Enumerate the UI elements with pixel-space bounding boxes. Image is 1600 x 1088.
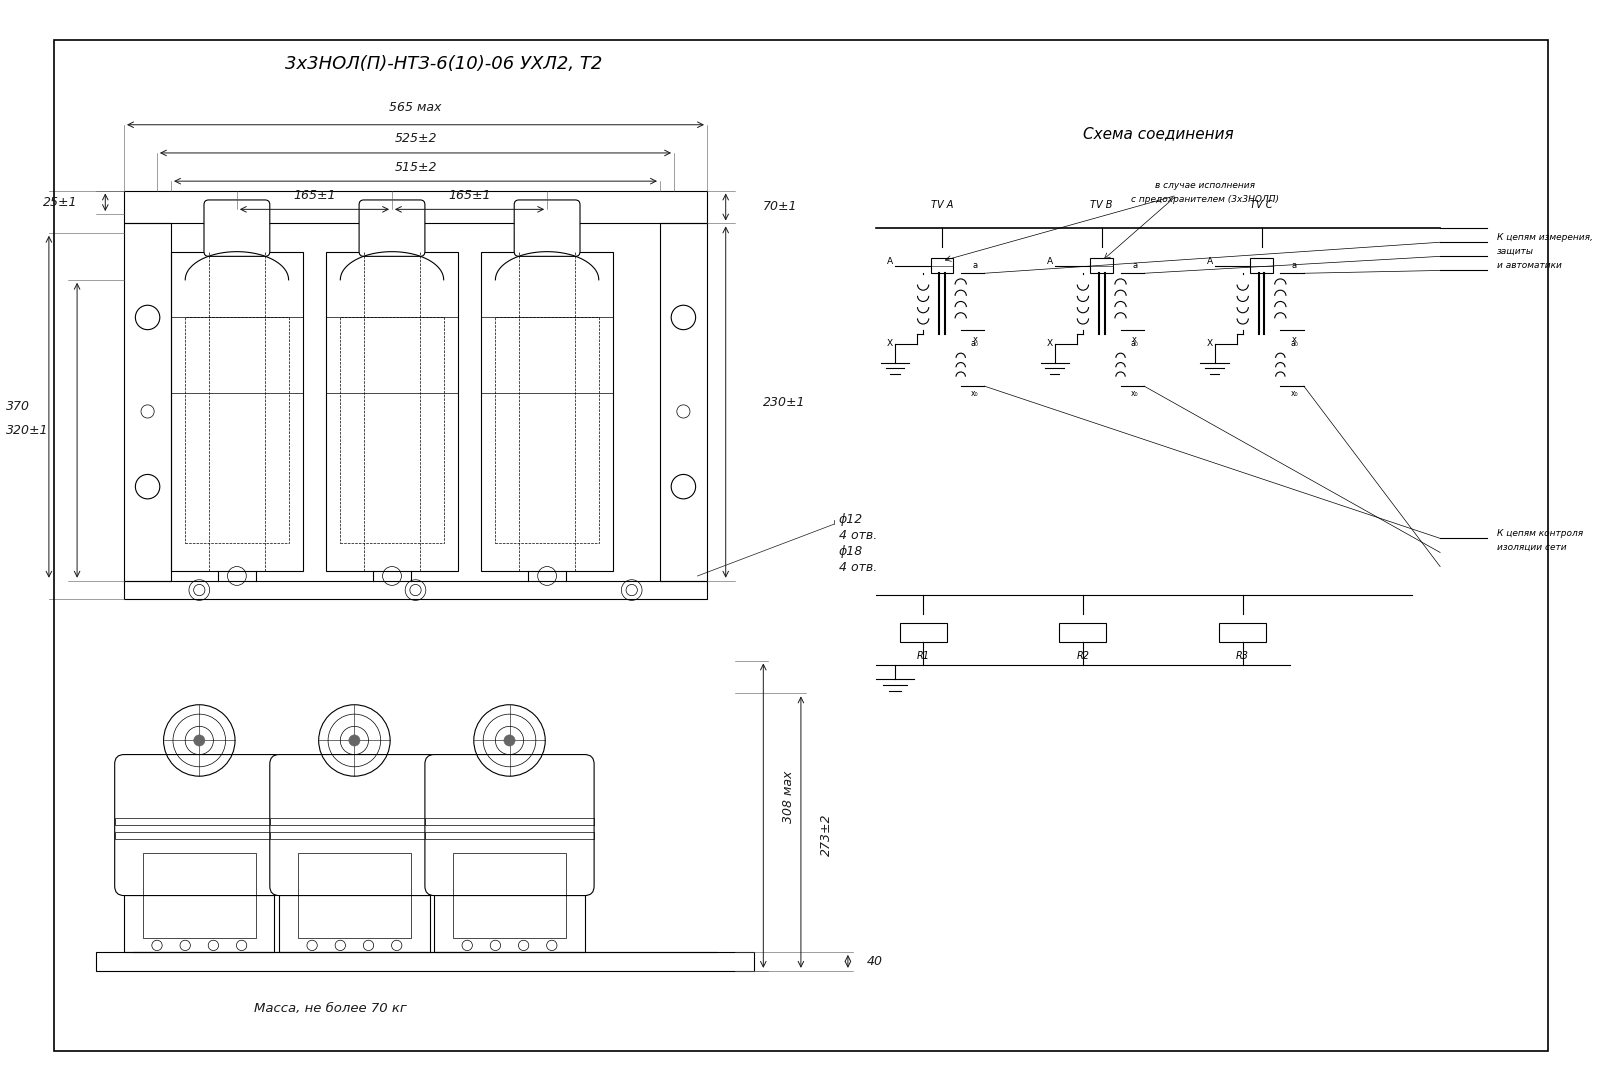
Bar [142, 853, 256, 938]
Circle shape [349, 734, 360, 746]
Text: 70±1: 70±1 [763, 200, 798, 213]
Text: 370: 370 [6, 400, 30, 413]
Bar [496, 318, 598, 543]
Text: a₀: a₀ [1131, 339, 1139, 348]
Text: защиты: защиты [1496, 247, 1533, 256]
Text: R1: R1 [917, 651, 930, 660]
Text: X: X [886, 339, 893, 348]
Text: 320±1: 320±1 [6, 423, 50, 436]
Bar [426, 817, 594, 825]
Bar [270, 831, 438, 839]
Bar [115, 831, 283, 839]
FancyBboxPatch shape [358, 200, 426, 257]
Bar [899, 623, 947, 642]
Text: 4 отв.: 4 отв. [838, 529, 877, 542]
Bar [1219, 623, 1266, 642]
Text: 165±1: 165±1 [293, 188, 336, 201]
Text: 3x3НОЛ(П)-НТЗ-6(10)-06 УХЛ2, Т2: 3x3НОЛ(П)-НТЗ-6(10)-06 УХЛ2, Т2 [285, 54, 602, 73]
Text: a₀: a₀ [971, 339, 979, 348]
Text: x₀: x₀ [1131, 390, 1139, 398]
Bar [96, 952, 754, 970]
Bar [1091, 258, 1114, 273]
Bar [125, 223, 171, 581]
Bar [270, 817, 438, 825]
Text: TV B: TV B [1091, 200, 1114, 210]
Text: 230±1: 230±1 [763, 396, 806, 409]
Text: TV C: TV C [1250, 200, 1272, 210]
Text: x₀: x₀ [1291, 390, 1298, 398]
Text: 165±1: 165±1 [448, 188, 491, 201]
Bar [434, 849, 584, 952]
Text: 25±1: 25±1 [43, 196, 77, 209]
Text: x: x [973, 335, 978, 344]
Text: a: a [1291, 261, 1298, 270]
Text: X: X [1206, 339, 1213, 348]
Bar [186, 318, 288, 543]
Bar [482, 251, 613, 571]
Circle shape [504, 734, 515, 746]
Text: A: A [886, 257, 893, 265]
Text: К цепям измерения,: К цепям измерения, [1496, 233, 1592, 242]
Text: 4 отв.: 4 отв. [838, 561, 877, 574]
Text: 565 мах: 565 мах [389, 101, 442, 114]
Bar [171, 251, 302, 571]
Text: ϕ18: ϕ18 [838, 545, 862, 558]
Bar [125, 581, 707, 599]
FancyBboxPatch shape [426, 755, 594, 895]
FancyBboxPatch shape [514, 200, 581, 257]
Text: К цепям контроля: К цепям контроля [1496, 529, 1582, 539]
Text: R2: R2 [1077, 651, 1090, 660]
FancyBboxPatch shape [115, 755, 283, 895]
Text: x: x [1133, 335, 1138, 344]
Text: Схема соединения: Схема соединения [1083, 126, 1234, 141]
Text: x₀: x₀ [971, 390, 979, 398]
Text: 405 мах: 405 мах [0, 348, 2, 400]
Bar [326, 251, 458, 571]
Bar [341, 318, 443, 543]
Text: с предохранителем (3x3НОЛП): с предохранителем (3x3НОЛП) [1131, 196, 1278, 205]
Text: изоляции сети: изоляции сети [1496, 543, 1566, 553]
Text: a₀: a₀ [1291, 339, 1298, 348]
Bar [659, 223, 707, 581]
Text: TV A: TV A [931, 200, 954, 210]
FancyBboxPatch shape [203, 200, 270, 257]
Text: a: a [1133, 261, 1138, 270]
Text: x: x [1291, 335, 1298, 344]
Text: и автоматики: и автоматики [1496, 261, 1562, 270]
Text: 40: 40 [867, 955, 883, 968]
Circle shape [194, 734, 205, 746]
Text: X: X [1046, 339, 1053, 348]
Text: ϕ12: ϕ12 [838, 514, 862, 527]
Text: A: A [1206, 257, 1213, 265]
Bar [115, 817, 283, 825]
Text: 308 мах: 308 мах [782, 770, 795, 823]
FancyBboxPatch shape [270, 755, 438, 895]
Bar [125, 849, 275, 952]
Text: Масса, не более 70 кг: Масса, не более 70 кг [254, 1002, 408, 1015]
Bar [1250, 258, 1274, 273]
Text: R3: R3 [1237, 651, 1250, 660]
Text: в случае исполнения: в случае исполнения [1155, 182, 1254, 190]
Bar [931, 258, 954, 273]
Bar [278, 849, 430, 952]
Bar [125, 190, 707, 223]
Text: A: A [1046, 257, 1053, 265]
Bar [426, 831, 594, 839]
Bar [1059, 623, 1107, 642]
Text: 525±2: 525±2 [394, 133, 437, 146]
Text: 273±2: 273±2 [819, 813, 832, 856]
Text: 515±2: 515±2 [394, 161, 437, 174]
Bar [453, 853, 566, 938]
Text: a: a [973, 261, 978, 270]
Bar [298, 853, 411, 938]
